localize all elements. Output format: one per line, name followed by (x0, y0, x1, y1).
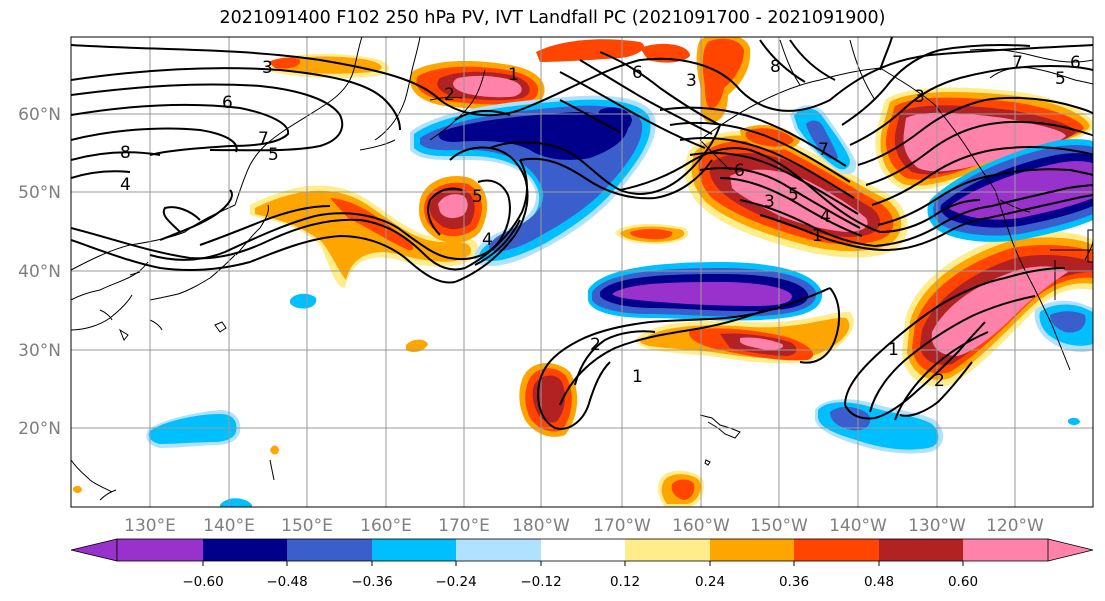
contour-label: 8 (120, 143, 131, 163)
lon-label: 140°W (829, 516, 887, 536)
latitude-labels: 60°N 50°N 40°N 30°N 20°N (18, 105, 61, 439)
contour-label: 6 (632, 63, 643, 83)
contour-label: 4 (820, 207, 831, 227)
contour-label: 2 (444, 85, 455, 105)
colorbar-outline (116, 538, 1049, 562)
colorbar-tick-label: −0.48 (266, 574, 307, 590)
lon-label: 130°W (908, 516, 966, 536)
colorbar-tick-label: −0.60 (182, 574, 223, 590)
colorbar-tick-label: −0.24 (435, 574, 476, 590)
contour-label: 6 (1070, 53, 1081, 73)
lon-label: 120°W (986, 516, 1044, 536)
contour-label: 7 (1012, 53, 1023, 73)
lon-label: 160°W (672, 516, 730, 536)
colorbar-segment (117, 539, 203, 561)
colorbar (70, 538, 1094, 562)
map-title: 2021091400 F102 250 hPa PV, IVT Landfall… (219, 8, 886, 28)
contour-label: 3 (686, 71, 697, 91)
contour-label: 5 (788, 185, 799, 205)
colorbar-extend-high (963, 539, 1093, 561)
lon-label: 180°W (512, 516, 570, 536)
contour-label: 6 (734, 161, 745, 181)
colorbar-ticks (202, 561, 964, 566)
contour-label: 5 (1055, 69, 1066, 89)
coastlines (71, 37, 1093, 501)
colorbar-tick-label: 0.24 (695, 574, 725, 590)
contour-label: 4 (120, 175, 131, 195)
contour-label: 6 (222, 93, 233, 113)
longitude-labels: 130°E 140°E 150°E 160°E 170°E 180°W 170°… (124, 516, 1044, 536)
lat-label: 40°N (18, 262, 61, 282)
contour-labels: 3 6 8 7 5 4 1 2 5 4 3 6 8 7 6 3 5 4 1 7 … (120, 53, 1081, 391)
lon-label: 140°E (203, 516, 255, 536)
contour-label: 3 (764, 192, 775, 212)
lon-label: 160°E (360, 516, 412, 536)
colorbar-tick-label: 0.60 (948, 574, 978, 590)
colorbar-segment (879, 539, 963, 561)
colorbar-segment (287, 539, 372, 561)
contour-label: 7 (818, 140, 829, 160)
colorbar-segment (372, 539, 456, 561)
gridlines (71, 37, 1093, 507)
colorbar-tick-label: 0.12 (610, 574, 640, 590)
lat-label: 60°N (18, 105, 61, 125)
contour-label: 4 (482, 230, 493, 250)
lat-label: 20°N (18, 419, 61, 439)
contour-label: 5 (472, 187, 483, 207)
lon-label: 170°E (438, 516, 490, 536)
colorbar-segment (456, 539, 541, 561)
contour-label: 2 (590, 335, 601, 355)
lat-label: 50°N (18, 183, 61, 203)
contour-label: 1 (888, 340, 899, 360)
map-area: 3 6 8 7 5 4 1 2 5 4 3 6 8 7 6 3 5 4 1 7 … (71, 37, 1093, 507)
lat-label: 30°N (18, 341, 61, 361)
colorbar-segment (203, 539, 287, 561)
colorbar-tick-labels: −0.60 −0.48 −0.36 −0.24 −0.12 0.12 0.24 … (182, 574, 978, 590)
contour-label: 3 (262, 58, 273, 78)
contour-label: 1 (812, 226, 823, 246)
lon-label: 170°W (593, 516, 651, 536)
colorbar-tick-label: −0.12 (520, 574, 561, 590)
colorbar-segment (541, 539, 625, 561)
pv-contours (71, 37, 1093, 430)
colorbar-segment (710, 539, 794, 561)
contour-label: 3 (914, 87, 925, 107)
contour-label: 2 (934, 371, 945, 391)
colorbar-tick-label: 0.48 (864, 574, 894, 590)
contour-label: 5 (268, 145, 279, 165)
contour-label: 1 (632, 367, 643, 387)
contour-label: 8 (770, 57, 781, 77)
lon-label: 150°W (750, 516, 808, 536)
colorbar-tick-label: 0.36 (779, 574, 809, 590)
lon-label: 130°E (124, 516, 176, 536)
map-frame (70, 36, 1094, 508)
lon-label: 150°E (281, 516, 333, 536)
contour-label: 1 (508, 65, 519, 85)
contour-label: 7 (258, 129, 269, 149)
colorbar-tick-label: −0.36 (351, 574, 392, 590)
colorbar-segment (794, 539, 879, 561)
colorbar-extend-low (70, 538, 118, 562)
colorbar-segment (625, 539, 710, 561)
